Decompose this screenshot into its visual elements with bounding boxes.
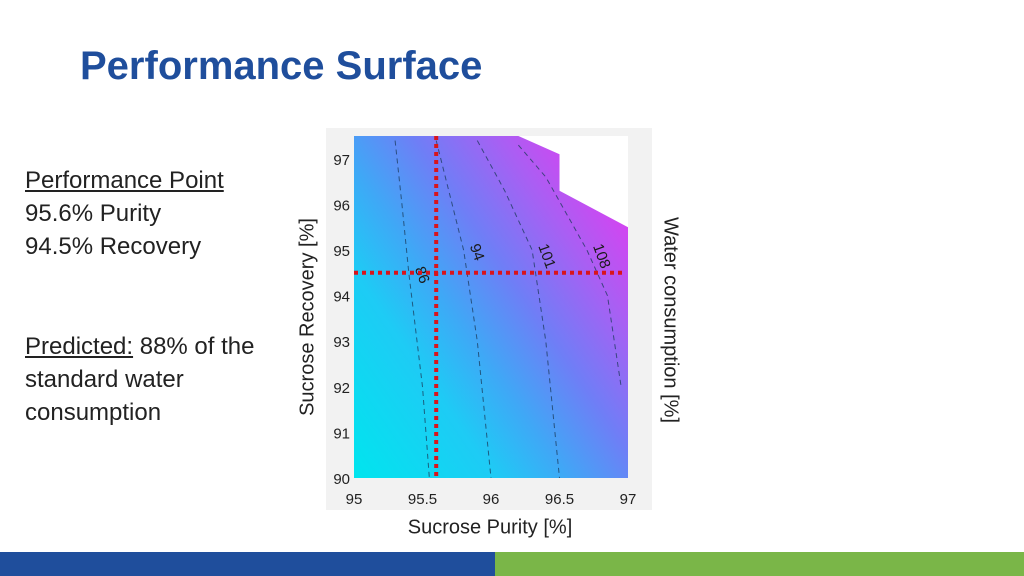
performance-purity: 95.6% Purity [25,200,162,227]
contour-label-86: 86 [411,264,433,285]
bottom-bar-green [495,552,1024,576]
x-axis-label: Sucrose Purity [%] [407,516,573,539]
x-tick-label: 95.5 [408,491,437,508]
prediction-text-2: standard water [25,366,184,393]
contour-line-101 [476,140,560,479]
x-tick-label: 96 [483,491,500,508]
y-tick-label: 91 [333,425,350,442]
prediction-text-1: 88% of the [133,333,255,360]
y-tick-label: 94 [333,289,350,306]
contour-line-108 [518,144,622,387]
chart-container: 86 94 101 108 90 91 92 93 94 95 96 97 95 95.5 96 96.5 97 [326,128,652,510]
x-tick-label: 96.5 [545,491,574,508]
x-tick-label: 95 [346,491,363,508]
y-axis-label: Sucrose Recovery [%] [296,218,319,416]
contour-line-94 [435,140,492,479]
contour-label-94: 94 [466,242,488,263]
prediction-label: Predicted: [25,333,134,360]
prediction-line-1: Predicted: 88% of the [25,330,254,363]
y-tick-label: 92 [333,380,350,397]
performance-point-block: Performance Point 95.6% Purity 94.5% Rec… [25,164,224,263]
y-tick-label: 90 [333,471,350,488]
colorbar-label: Water consumption [%] [659,216,682,424]
prediction-text-3: consumption [25,399,162,426]
bottom-bar-slant [480,552,494,576]
page-title: Performance Surface [80,44,483,88]
prediction-block: Predicted: 88% of the standard water con… [25,330,254,429]
y-tick-label: 96 [333,197,350,214]
bottom-bar-blue [0,552,495,576]
performance-point-heading: Performance Point [25,167,224,194]
x-tick-label: 97 [620,491,637,508]
performance-recovery: 94.5% Recovery [25,233,202,260]
y-tick-label: 93 [333,334,350,351]
y-tick-label: 97 [333,152,350,169]
y-tick-label: 95 [333,243,350,260]
